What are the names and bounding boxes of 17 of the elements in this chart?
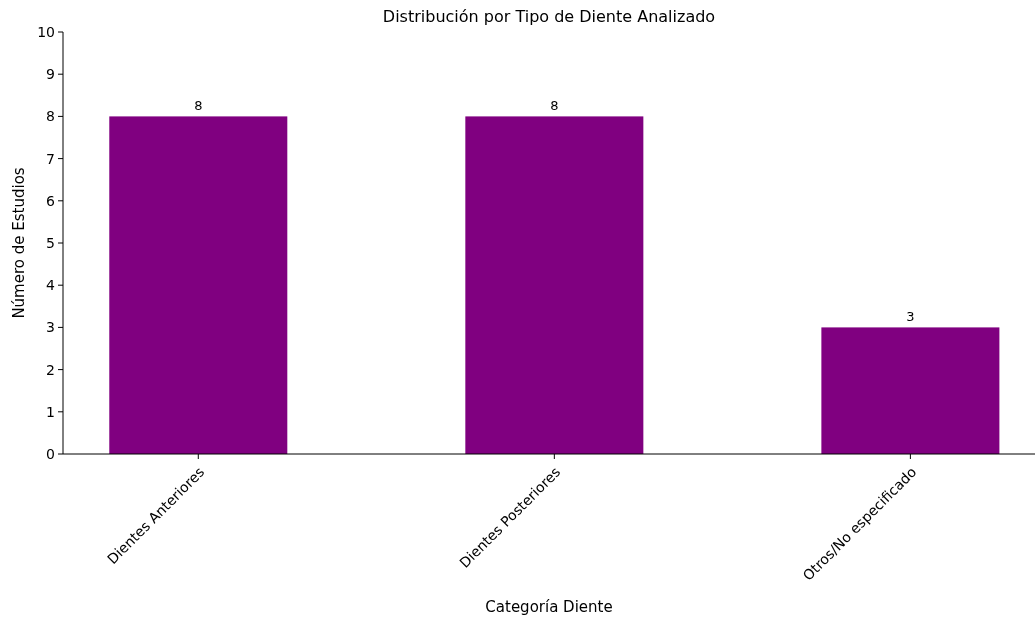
- y-tick-label: 2: [46, 361, 55, 378]
- y-axis-title: Número de Estudios: [10, 167, 28, 319]
- y-tick-label: 6: [46, 192, 56, 209]
- y-tick-label: 0: [46, 445, 55, 462]
- y-tick-label: 5: [46, 234, 55, 251]
- y-tick-label: 4: [46, 277, 56, 294]
- y-tick-label: 1: [46, 403, 55, 420]
- x-axis-title: Categoría Diente: [485, 598, 613, 616]
- chart-title: Distribución por Tipo de Diente Analizado: [382, 7, 716, 26]
- data-label: 8: [194, 98, 203, 114]
- y-tick-label: 7: [46, 150, 55, 167]
- data-label: 8: [550, 98, 559, 114]
- data-label: 3: [906, 309, 915, 325]
- y-tick-label: 9: [46, 66, 55, 83]
- y-tick-label: 3: [46, 319, 55, 336]
- y-tick-label: 8: [46, 108, 55, 125]
- y-tick-label: 10: [37, 23, 55, 40]
